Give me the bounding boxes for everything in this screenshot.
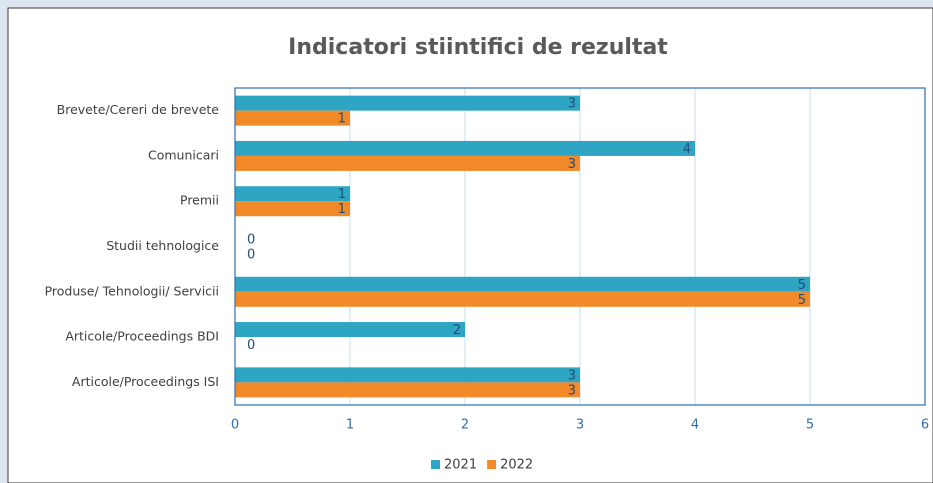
legend-label: 2021 [444, 458, 477, 473]
x-tick-label: 0 [231, 418, 239, 433]
bar [235, 201, 350, 217]
legend-swatch [487, 460, 497, 469]
y-tick-label: Articole/Proceedings BDI [65, 329, 219, 344]
chart-panel [7, 7, 933, 483]
x-tick-label: 2 [461, 418, 469, 433]
bar [235, 95, 580, 111]
data-label: 0 [247, 338, 255, 353]
x-tick-label: 5 [806, 418, 814, 433]
data-label: 2 [453, 323, 461, 338]
bar [235, 110, 350, 126]
data-label: 5 [798, 293, 806, 308]
bar [235, 186, 350, 202]
legend-label: 2022 [500, 458, 533, 473]
data-label: 0 [247, 233, 255, 248]
data-label: 5 [798, 278, 806, 293]
bar [235, 140, 695, 156]
data-label: 1 [338, 202, 346, 217]
y-tick-label: Studii tehnologice [106, 238, 219, 253]
y-tick-label: Brevete/Cereri de brevete [57, 102, 220, 117]
data-label: 3 [568, 97, 576, 112]
data-label: 3 [568, 383, 576, 398]
bar [235, 155, 580, 171]
y-tick-label: Articole/Proceedings ISI [72, 374, 219, 389]
y-tick-label: Premii [180, 193, 219, 208]
y-tick-label: Comunicari [148, 147, 219, 162]
chart-title: Indicatori stiintifici de rezultat [288, 35, 668, 60]
data-label: 3 [568, 157, 576, 172]
bar [235, 291, 810, 307]
data-label: 1 [338, 112, 346, 127]
legend-swatch [431, 460, 440, 469]
x-tick-label: 4 [691, 418, 699, 433]
x-tick-label: 6 [921, 418, 929, 433]
data-label: 1 [338, 187, 346, 202]
bar [235, 322, 465, 338]
data-label: 0 [247, 248, 255, 263]
data-label: 3 [568, 368, 576, 383]
data-label: 4 [683, 142, 691, 157]
bar [235, 367, 580, 383]
y-tick-label: Produse/ Tehnologii/ Servicii [45, 283, 219, 298]
bar [235, 382, 580, 398]
x-tick-label: 3 [576, 418, 584, 433]
bar [235, 276, 810, 292]
plot-border [234, 87, 926, 406]
x-tick-label: 1 [346, 418, 354, 433]
